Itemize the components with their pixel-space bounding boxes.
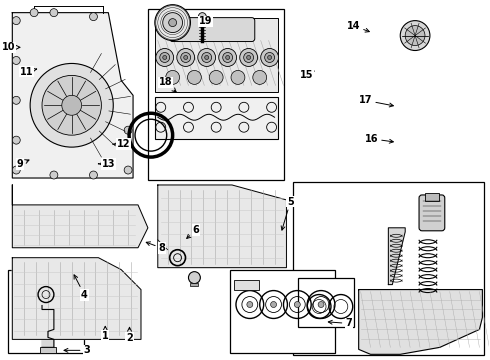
Polygon shape (42, 306, 54, 347)
Circle shape (261, 49, 278, 67)
Circle shape (12, 166, 20, 174)
Circle shape (198, 49, 216, 67)
Circle shape (240, 49, 258, 67)
Circle shape (202, 53, 212, 62)
Bar (234, 280, 259, 289)
Text: 14: 14 (347, 21, 369, 32)
Circle shape (50, 171, 58, 179)
Circle shape (219, 49, 237, 67)
Circle shape (169, 19, 176, 27)
Text: 17: 17 (359, 95, 393, 107)
Text: 16: 16 (365, 134, 393, 144)
Circle shape (163, 55, 167, 59)
Circle shape (181, 53, 191, 62)
Circle shape (12, 136, 20, 144)
Circle shape (30, 9, 38, 17)
Circle shape (270, 302, 276, 307)
Bar (155, 18, 277, 92)
Circle shape (99, 81, 107, 89)
Bar (8, 270, 84, 353)
Circle shape (163, 13, 183, 32)
Circle shape (265, 53, 274, 62)
Circle shape (30, 63, 113, 147)
Circle shape (246, 55, 250, 59)
Circle shape (226, 55, 230, 59)
Bar (298, 278, 354, 328)
Text: 6: 6 (187, 225, 199, 238)
FancyBboxPatch shape (419, 195, 445, 231)
Polygon shape (12, 258, 141, 339)
Text: 19: 19 (199, 17, 212, 28)
Text: 2: 2 (126, 327, 133, 343)
Circle shape (166, 71, 179, 84)
Circle shape (12, 96, 20, 104)
Circle shape (294, 302, 300, 307)
Circle shape (253, 71, 267, 84)
Circle shape (156, 49, 173, 67)
Circle shape (155, 5, 191, 41)
Circle shape (12, 17, 20, 24)
Circle shape (318, 302, 324, 307)
Circle shape (205, 55, 209, 59)
FancyBboxPatch shape (170, 18, 255, 41)
Circle shape (12, 57, 20, 64)
Text: 9: 9 (17, 159, 29, 169)
Bar (191, 283, 198, 285)
Circle shape (223, 53, 233, 62)
Text: 12: 12 (113, 139, 130, 149)
Text: 10: 10 (1, 42, 20, 52)
Text: 7: 7 (328, 319, 352, 328)
Text: 13: 13 (98, 159, 116, 169)
Circle shape (244, 53, 254, 62)
Text: 1: 1 (102, 326, 109, 341)
Polygon shape (359, 289, 482, 354)
Circle shape (405, 26, 425, 45)
Circle shape (124, 166, 132, 174)
Text: 4: 4 (74, 275, 88, 300)
Text: 8: 8 (146, 242, 166, 253)
Text: 5: 5 (281, 197, 294, 230)
Circle shape (42, 75, 101, 135)
Bar (148, 9, 285, 180)
Circle shape (247, 302, 253, 307)
Circle shape (62, 95, 82, 115)
Text: 15: 15 (300, 70, 314, 80)
Circle shape (268, 55, 271, 59)
Bar (230, 270, 335, 353)
Circle shape (50, 9, 58, 17)
Bar (294, 182, 484, 355)
Text: 18: 18 (159, 77, 176, 92)
Circle shape (231, 71, 245, 84)
Circle shape (209, 71, 223, 84)
Circle shape (90, 171, 98, 179)
Bar (155, 97, 277, 139)
Circle shape (189, 272, 200, 284)
Polygon shape (158, 185, 287, 268)
Text: 3: 3 (64, 345, 90, 355)
Circle shape (160, 53, 170, 62)
Polygon shape (12, 13, 133, 178)
Circle shape (90, 13, 98, 21)
Bar (40, 347, 56, 353)
Bar (425, 193, 439, 201)
Polygon shape (12, 185, 148, 248)
Circle shape (188, 71, 201, 84)
Text: 11: 11 (20, 67, 37, 77)
Circle shape (177, 49, 195, 67)
Circle shape (198, 13, 206, 21)
Polygon shape (389, 228, 405, 285)
Circle shape (184, 55, 188, 59)
Circle shape (124, 126, 132, 134)
Circle shape (400, 21, 430, 50)
